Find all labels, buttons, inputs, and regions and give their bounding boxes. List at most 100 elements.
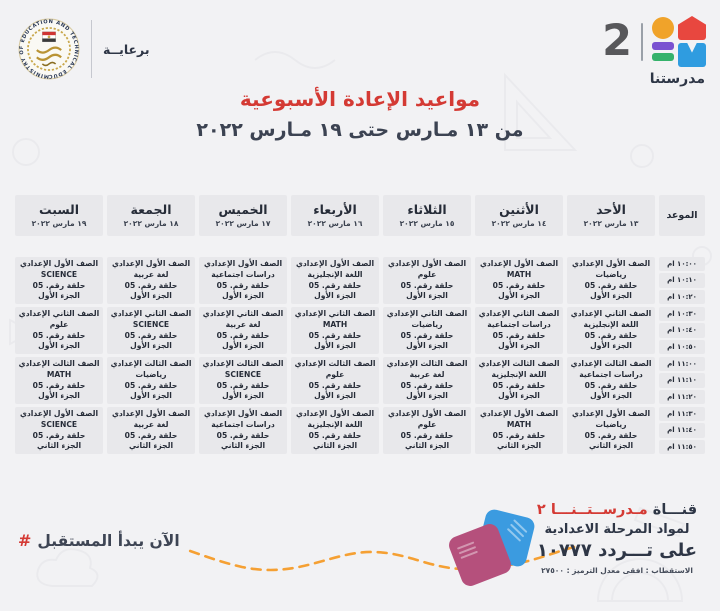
page-title: مواعيد الإعادة الأسبوعية — [239, 87, 481, 111]
program-cell: الصف الثاني الإعدادي MATH حلقة رقم. 05 الجز… — [291, 307, 379, 354]
time-slot: ١١:٠٠ ام — [659, 357, 705, 372]
program-episode: حلقة رقم. 05 — [32, 430, 86, 440]
day-name: السبت — [38, 201, 80, 217]
day-date: ١٧ مارس ٢٠٢٢ — [215, 219, 271, 229]
sponsor-divider — [91, 20, 92, 78]
program-episode: حلقة رقم. 05 — [584, 380, 638, 390]
madrasetna-mark-icon — [652, 16, 706, 67]
program-episode: حلقة رقم. 05 — [216, 330, 270, 340]
program-grade: الصف الأول الإعدادي — [295, 409, 375, 419]
sponsor-block: MINISTRY OF EDUCATION AND TECHNICAL EDUC… — [18, 18, 150, 80]
program-part: الجزء الأول — [130, 391, 172, 401]
day-header-0: الأحد ١٣ مارس ٢٠٢٢ — [567, 195, 655, 236]
program-episode: حلقة رقم. 05 — [492, 330, 546, 340]
time-slot: ١٠:١٠ ام — [659, 273, 705, 288]
program-grade: الصف الأول الإعدادي — [19, 409, 99, 419]
program-subject: علوم — [417, 419, 437, 429]
schedule-header-row: الموعد الأحد ١٣ مارس ٢٠٢٢ الأثنين ١٤ مارس ٢٠… — [15, 195, 705, 236]
books-illustration — [449, 509, 535, 586]
program-cell: الصف الأول الإعدادي رياضيات حلقة رقم. 05 ال… — [567, 407, 655, 454]
program-cell: الصف الأول الإعدادي SCIENCE حلقة رقم. 05 ال… — [15, 407, 103, 454]
program-part: الجزء الأول — [130, 341, 172, 351]
schedule-table: الموعد الأحد ١٣ مارس ٢٠٢٢ الأثنين ١٤ مارس ٢٠… — [15, 195, 705, 454]
program-cell: الصف الأول الإعدادي لغة عربية حلقة رقم. 05… — [107, 257, 195, 304]
program-subject: دراسات اجتماعية — [487, 319, 551, 329]
program-cell: الصف الثالث الإعدادي دراسات اجتماعية حلقة … — [567, 357, 655, 404]
program-part: الجزء الأول — [314, 291, 356, 301]
channel-name: مدرستنا — [649, 71, 705, 87]
program-episode: حلقة رقم. 05 — [400, 280, 454, 290]
program-part: الجزء الثاني — [496, 441, 542, 451]
program-part: الجزء الثاني — [220, 441, 266, 451]
program-cell: الصف الثالث الإعدادي SCIENCE حلقة رقم. 05 ا… — [199, 357, 287, 404]
program-part: الجزء الثاني — [36, 441, 82, 451]
time-slot: ١٠:٤٠ ام — [659, 323, 705, 338]
day-name: الأربعاء — [313, 201, 357, 217]
program-part: الجزء الثاني — [588, 441, 634, 451]
hashtag-symbol: # — [18, 531, 32, 550]
program-part: الجزء الأول — [590, 291, 632, 301]
program-episode: حلقة رقم. 05 — [308, 380, 362, 390]
program-part: الجزء الأول — [314, 391, 356, 401]
program-grade: الصف الأول الإعدادي — [571, 409, 651, 419]
program-subject: SCIENCE — [224, 369, 262, 379]
program-subject: SCIENCE — [40, 419, 78, 429]
red-house-icon — [678, 16, 706, 40]
program-grade: الصف الأول الإعدادي — [387, 409, 467, 419]
time-slot-group-3: ١١:٣٠ ام ١١:٤٠ ام ١١:٥٠ ام — [659, 407, 705, 454]
program-subject: دراسات اجتماعية — [211, 419, 275, 429]
program-part: الجزء الثاني — [404, 441, 450, 451]
program-subject: علوم — [417, 269, 437, 279]
program-episode: حلقة رقم. 05 — [32, 280, 86, 290]
program-episode: حلقة رقم. 05 — [400, 380, 454, 390]
program-subject: MATH — [46, 369, 72, 379]
program-grade: الصف الأول الإعدادي — [479, 259, 559, 269]
program-grade: الصف الأول الإعدادي — [479, 409, 559, 419]
program-part: الجزء الأول — [38, 291, 80, 301]
program-subject: MATH — [506, 419, 532, 429]
footer: # الآن يبدأ المستقبل قنـــاة مـدرســتــن… — [0, 495, 720, 611]
program-episode: حلقة رقم. 05 — [492, 280, 546, 290]
program-subject: لغة عربية — [133, 419, 169, 429]
program-grade: الصف الثالث الإعدادي — [570, 359, 652, 369]
program-cell: الصف الأول الإعدادي SCIENCE حلقة رقم. 05 ال… — [15, 257, 103, 304]
program-grade: الصف الأول الإعدادي — [203, 259, 283, 269]
program-part: الجزء الثاني — [128, 441, 174, 451]
program-cell: الصف الأول الإعدادي اللغة الإنجليزية حلقة … — [291, 407, 379, 454]
program-grade: الصف الثالث الإعدادي — [478, 359, 560, 369]
time-slot: ١١:٢٠ ام — [659, 389, 705, 404]
program-grade: الصف الثاني الإعدادي — [570, 309, 652, 319]
program-part: الجزء الأول — [406, 391, 448, 401]
program-grade: الصف الأول الإعدادي — [111, 409, 191, 419]
program-part: الجزء الأول — [406, 291, 448, 301]
program-cell: الصف الثالث الإعدادي MATH حلقة رقم. 05 الجز… — [15, 357, 103, 404]
program-subject: رياضيات — [411, 319, 443, 329]
program-episode: حلقة رقم. 05 — [216, 380, 270, 390]
program-part: الجزء الأول — [38, 391, 80, 401]
program-subject: علوم — [325, 369, 345, 379]
program-cell: الصف الأول الإعدادي رياضيات حلقة رقم. 05 ال… — [567, 257, 655, 304]
program-subject: اللغة الإنجليزية — [491, 369, 547, 379]
program-cell: الصف الثالث الإعدادي اللغة الإنجليزية حلقة… — [475, 357, 563, 404]
program-part: الجزء الأول — [222, 341, 264, 351]
program-subject: رياضيات — [595, 419, 627, 429]
program-subject: علوم — [49, 319, 69, 329]
day-date: ١٥ مارس ٢٠٢٢ — [399, 219, 455, 229]
program-part: الجزء الأول — [222, 391, 264, 401]
program-subject: اللغة الإنجليزية — [307, 419, 363, 429]
time-header-cell: الموعد — [659, 195, 705, 236]
day-header-6: السبت ١٩ مارس ٢٠٢٢ — [15, 195, 103, 236]
program-episode: حلقة رقم. 05 — [584, 280, 638, 290]
program-grade: الصف الأول الإعدادي — [111, 259, 191, 269]
program-subject: اللغة الإنجليزية — [583, 319, 639, 329]
program-episode: حلقة رقم. 05 — [400, 330, 454, 340]
dashed-path-decoration — [182, 545, 576, 572]
program-episode: حلقة رقم. 05 — [308, 330, 362, 340]
program-cell: الصف الثاني الإعدادي لغة عربية حلقة رقم. 0… — [199, 307, 287, 354]
time-slot: ١٠:٣٠ ام — [659, 307, 705, 322]
program-subject: دراسات اجتماعية — [211, 269, 275, 279]
program-cell: الصف الأول الإعدادي لغة عربية حلقة رقم. 05… — [107, 407, 195, 454]
day-name: الجمعة — [130, 201, 172, 217]
program-subject: لغة عربية — [409, 369, 445, 379]
